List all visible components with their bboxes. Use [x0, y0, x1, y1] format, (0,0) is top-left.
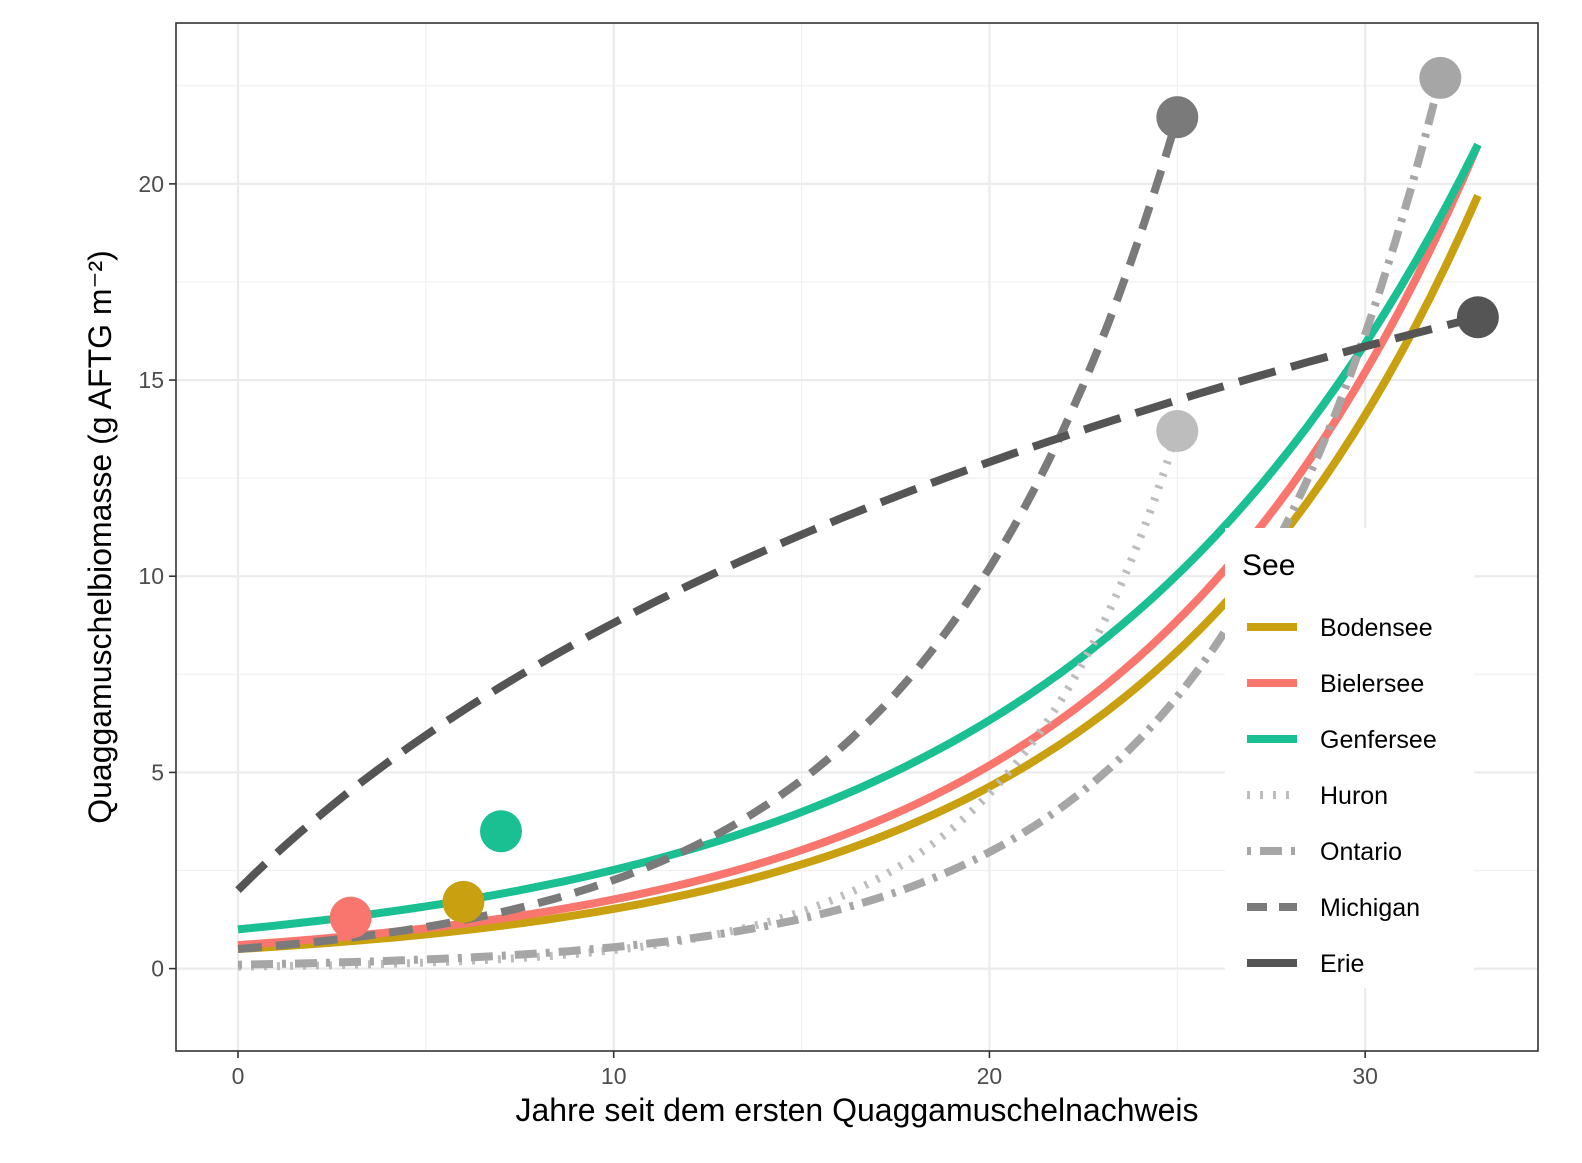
y-tick-label: 20: [138, 171, 164, 197]
y-tick-label: 10: [138, 563, 164, 589]
y-tick-label: 0: [151, 956, 164, 982]
legend-label-ontario: Ontario: [1320, 838, 1402, 866]
legend-label-huron: Huron: [1320, 782, 1388, 810]
data-point-huron: [1156, 410, 1199, 453]
series-line-michigan: [237, 116, 1182, 953]
series-line-erie: [235, 313, 1479, 893]
data-point-erie: [1456, 296, 1499, 339]
x-axis-title: Jahre seit dem ersten Quaggamuschelnachw…: [515, 1092, 1198, 1128]
plot-panel-border: [175, 22, 1539, 1052]
legend: See Bodensee Bielersee Genfersee Huron Ontar…: [1225, 528, 1474, 988]
x-tick-label: 30: [1352, 1063, 1378, 1089]
legend-label-michigan: Michigan: [1320, 894, 1420, 922]
x-tick-label: 0: [232, 1063, 245, 1089]
data-point-bodensee: [442, 880, 485, 923]
legend-label-bodensee: Bodensee: [1320, 614, 1433, 642]
x-tick-label: 10: [601, 1063, 627, 1089]
series-points: [329, 56, 1499, 939]
legend-label-bielersee: Bielersee: [1320, 670, 1424, 698]
axes: Jahre seit dem ersten Quaggamuschelnachw…: [82, 171, 1378, 1128]
data-point-michigan: [1156, 96, 1199, 139]
legend-background: [1225, 528, 1474, 988]
y-tick-label: 15: [138, 367, 164, 393]
y-axis-title: Quaggamuschelbiomasse (g AFTG m⁻²): [82, 250, 118, 824]
legend-label-erie: Erie: [1320, 950, 1364, 978]
x-tick-label: 20: [977, 1063, 1003, 1089]
legend-title: See: [1242, 549, 1295, 582]
data-point-bielersee: [329, 896, 372, 939]
data-point-ontario: [1419, 56, 1462, 99]
y-tick-label: 5: [151, 759, 164, 785]
data-point-genfersee: [480, 810, 523, 853]
legend-label-genfersee: Genfersee: [1320, 726, 1437, 754]
